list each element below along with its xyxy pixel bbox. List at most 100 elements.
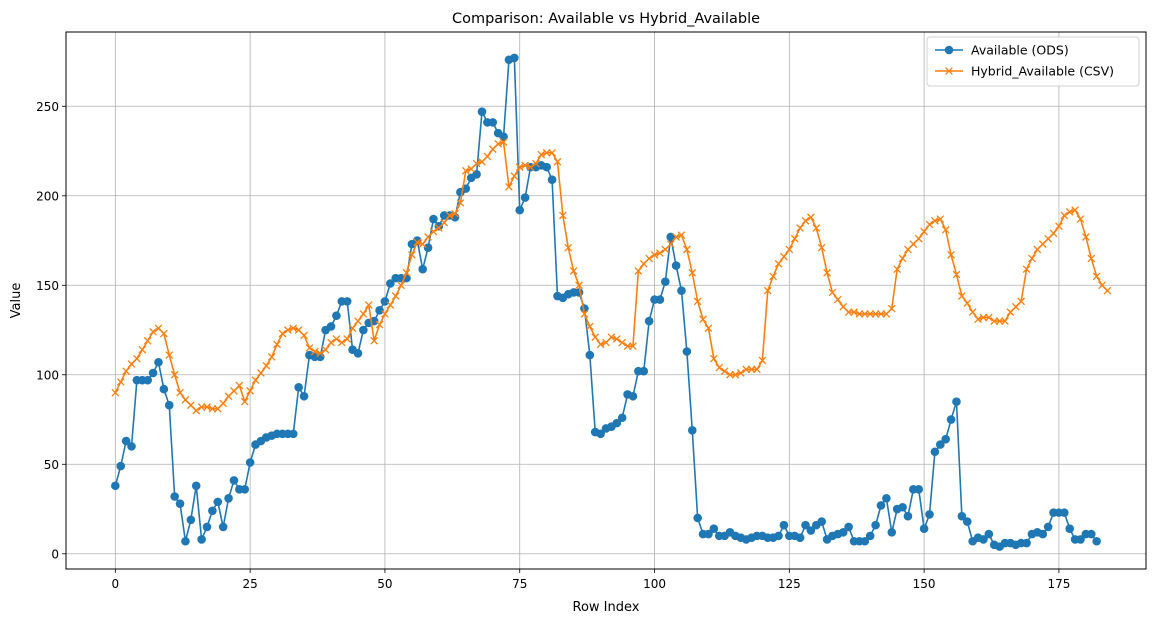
data-point [219,399,228,408]
y-axis-ticks: 0 50 100 150 200 250 [36,100,66,561]
data-point [1038,529,1048,539]
data-point [127,442,136,451]
data-point [1065,524,1075,534]
data-point [532,159,540,168]
data-point [310,347,319,356]
data-point [585,350,595,360]
data-point [397,281,405,290]
data-point [111,481,120,491]
data-point [1017,297,1026,306]
data-point [327,338,335,347]
data-point [197,535,206,544]
data-point [176,388,184,397]
data-point [644,316,654,326]
data-point [958,292,966,300]
data-point [628,391,638,401]
data-point [122,367,130,376]
data-point [240,485,250,494]
data-point [865,531,875,541]
data-point [488,118,498,127]
data-point [547,175,557,184]
data-point [876,501,886,510]
data-point [898,502,907,512]
data-point [294,383,303,392]
data-point [780,252,788,261]
data-point [618,338,627,347]
data-point [208,506,217,516]
data-point [968,308,977,316]
data-point [429,227,438,236]
data-point [160,329,168,338]
data-point [564,243,573,252]
data-point [515,163,524,172]
legend-entry: Hybrid_Available (CSV) [935,64,1114,79]
data-point [699,315,707,324]
data-point [920,227,928,236]
data-point [494,140,503,148]
data-point [639,366,649,376]
data-point [288,429,298,439]
data-point [893,265,902,274]
data-point [159,384,169,394]
data-point [731,370,740,379]
data-point [423,243,433,252]
data-point [817,517,826,526]
data-point [413,238,422,247]
data-point [903,511,913,521]
data-point [709,524,719,534]
data-point [1028,254,1036,263]
data-point [342,297,352,306]
data-point [515,205,525,215]
data-point [693,297,702,306]
data-point [1022,265,1031,274]
y-tick-label: 0 [51,547,59,561]
data-point [364,301,373,309]
data-point [672,233,680,241]
data-point [537,150,546,159]
data-point [521,161,529,170]
data-point [919,524,929,534]
data-point [936,215,945,223]
data-point [440,218,449,227]
legend-entry: Available (ODS) [935,43,1069,58]
data-point [499,138,508,146]
y-tick-label: 200 [36,189,59,203]
data-point [273,340,281,349]
data-point [164,400,174,410]
data-point [828,288,837,297]
data-point [251,376,260,385]
data-point [224,493,233,503]
data-point [299,391,309,401]
legend: Available (ODS) Hybrid_Available (CSV) [926,36,1140,87]
data-point [963,299,972,308]
data-point [812,224,821,232]
data-point [192,406,201,415]
data-point [191,481,201,491]
data-point [483,152,492,161]
data-point [941,434,950,444]
data-point [779,520,789,530]
data-point [838,528,848,537]
chart-title: Comparison: Available vs Hybrid_Availabl… [452,11,760,27]
data-point [240,397,249,406]
data-point [947,250,955,259]
data-point [796,224,804,232]
data-point [380,297,390,306]
data-point [1076,215,1085,223]
data-point [720,367,729,376]
data-point [461,166,470,175]
data-point [774,259,783,268]
data-point [704,529,713,539]
data-point [235,381,244,390]
data-point [520,193,530,202]
data-point [278,329,287,338]
data-point [402,268,411,277]
data-point [962,517,972,526]
data-point [790,234,799,243]
data-point [1049,229,1058,238]
legend-marker [944,45,954,55]
data-point [1082,233,1090,241]
data-point [769,272,778,281]
x-axis-ticks: 0 25 50 75 100 125 150 175 [112,569,1070,591]
